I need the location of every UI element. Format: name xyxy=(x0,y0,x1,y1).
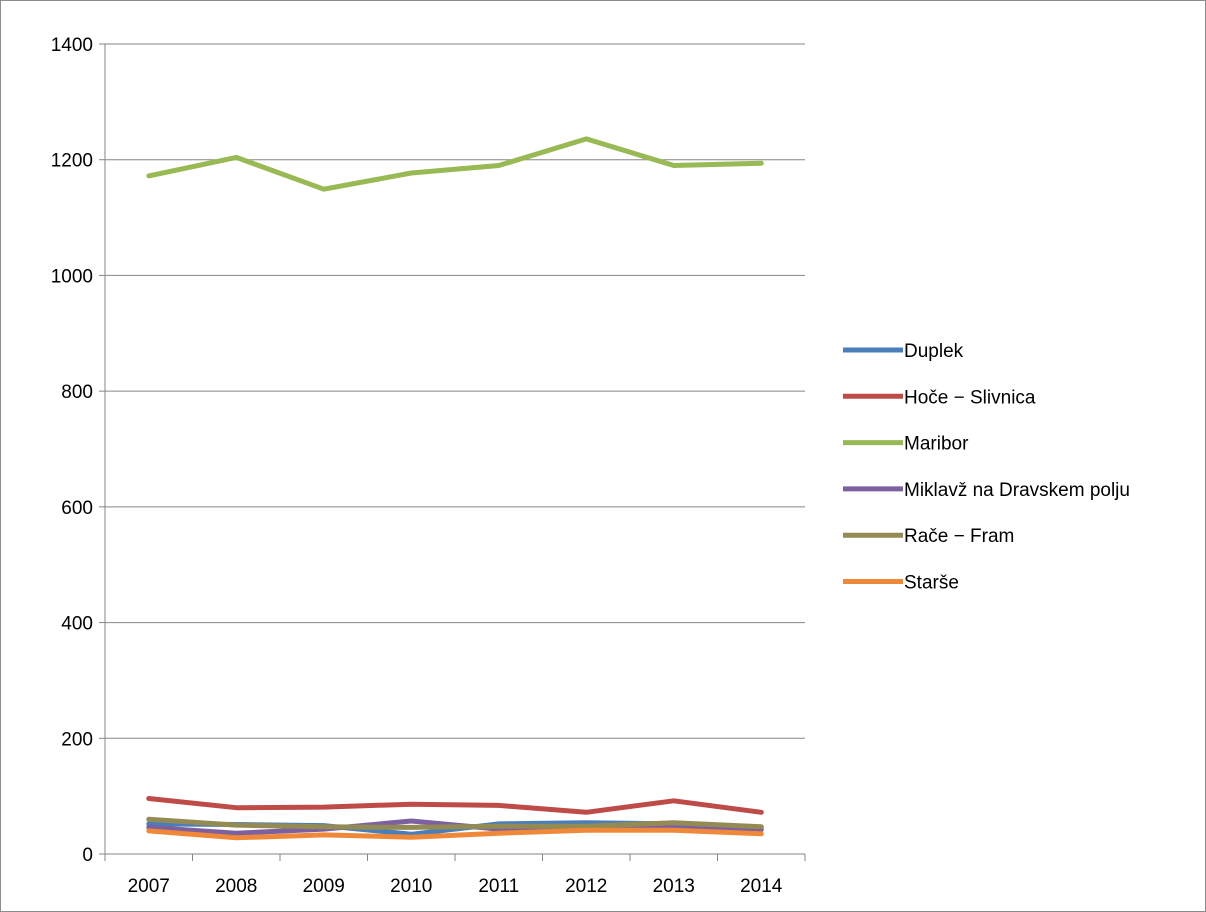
x-tick-label: 2013 xyxy=(653,876,695,897)
series-line-5 xyxy=(146,827,764,841)
legend-label: Starše xyxy=(904,573,959,594)
gridlines xyxy=(105,43,805,739)
y-tick-label: 800 xyxy=(61,382,93,403)
y-tick-label: 1200 xyxy=(51,151,93,172)
legend-label: Miklavž na Dravskem polju xyxy=(904,480,1130,501)
y-tick-label: 200 xyxy=(61,729,93,750)
y-tick-label: 400 xyxy=(61,614,93,635)
legend-item: Duplek xyxy=(843,341,964,362)
x-tick-label: 2009 xyxy=(303,876,345,897)
series-line-4 xyxy=(146,816,764,830)
legend-label: Duplek xyxy=(904,341,964,362)
x-tick-label: 2011 xyxy=(478,876,519,897)
y-tick-label: 1400 xyxy=(51,35,93,56)
y-tick-label: 1000 xyxy=(51,266,93,287)
legend-item: Starše xyxy=(843,573,959,594)
series-lines xyxy=(146,136,764,841)
y-tick-label: 0 xyxy=(82,845,93,866)
x-tick-label: 2008 xyxy=(215,876,257,897)
x-tick-label: 2012 xyxy=(565,876,607,897)
legend-label: Hoče − Slivnica xyxy=(904,387,1036,408)
legend-item: Rače − Fram xyxy=(843,526,1014,547)
legend-item: Miklavž na Dravskem polju xyxy=(843,480,1130,501)
legend-item: Maribor xyxy=(843,434,969,455)
legend-item: Hoče − Slivnica xyxy=(843,387,1036,408)
y-tick-label: 600 xyxy=(61,498,93,519)
series-line-2 xyxy=(146,136,764,192)
legend: Duplek Hoče − Slivnica Maribor Miklavž na D… xyxy=(843,341,1130,594)
legend-label: Maribor xyxy=(904,434,969,455)
axes: 0 200 400 600 800 1000 1200 1400 2007 2008 2009 201… xyxy=(51,35,806,897)
x-tick-label: 2010 xyxy=(390,876,432,897)
x-tick-label: 2007 xyxy=(128,876,170,897)
x-tick-label: 2014 xyxy=(740,876,783,897)
series-line-1 xyxy=(146,796,764,815)
legend-label: Rače − Fram xyxy=(904,526,1014,547)
